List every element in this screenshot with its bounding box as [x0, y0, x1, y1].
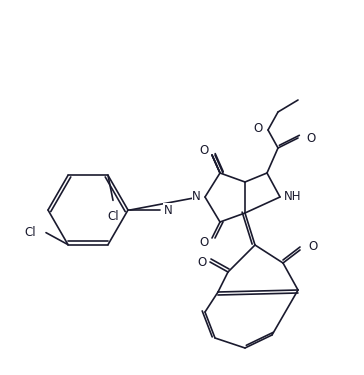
Text: Cl: Cl [107, 210, 119, 224]
Text: N: N [192, 190, 201, 204]
Text: O: O [308, 240, 317, 252]
Text: N: N [164, 204, 173, 216]
Text: N: N [192, 190, 201, 204]
Text: O: O [306, 132, 315, 144]
Text: O: O [254, 122, 263, 135]
Text: Cl: Cl [107, 210, 119, 224]
Text: O: O [199, 144, 209, 158]
Text: Cl: Cl [24, 226, 36, 239]
Text: NH: NH [284, 190, 301, 204]
Text: O: O [199, 236, 209, 249]
Text: O: O [306, 132, 315, 144]
Text: O: O [197, 255, 207, 268]
Text: O: O [308, 240, 317, 252]
Text: O: O [199, 144, 209, 158]
Text: NH: NH [284, 190, 301, 204]
Text: O: O [199, 236, 209, 249]
Text: O: O [197, 255, 207, 268]
Text: O: O [254, 122, 263, 135]
Text: Cl: Cl [24, 226, 36, 239]
